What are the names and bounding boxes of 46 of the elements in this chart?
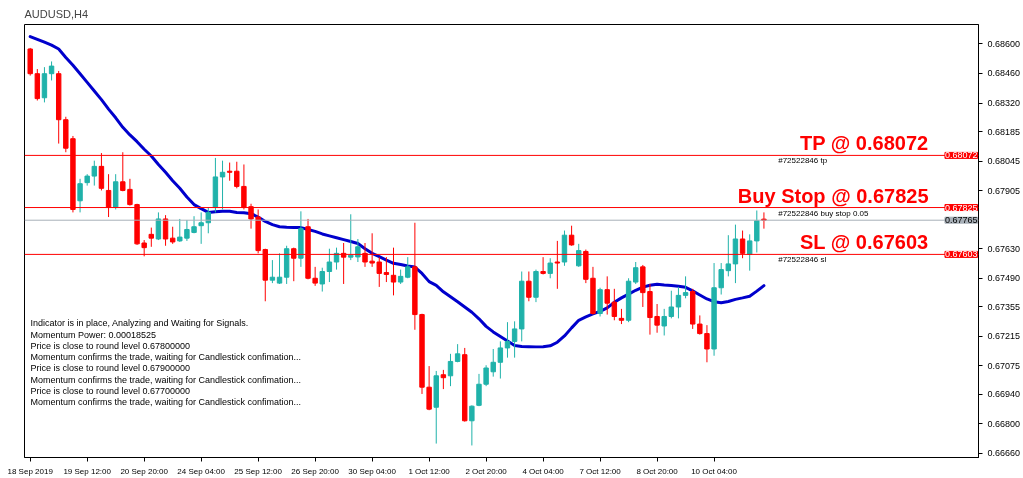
ref-line-label: 0.67765 (944, 215, 978, 226)
x-tick-label: 18 Sep 2019 (7, 466, 54, 476)
annotation: Price is close to round level 0.67800000 (30, 340, 191, 351)
x-tick-label: 20 Sep 20:00 (120, 466, 169, 476)
chart-title: AUDUSD,H4 (24, 7, 89, 20)
annotation: Momentum Power: 0.00018525 (30, 329, 157, 340)
annotation: Price is close to round level 0.67900000 (30, 363, 191, 374)
x-tick-label: 26 Sep 20:00 (291, 466, 340, 476)
y-tick-label: 0.67630 (987, 243, 1021, 254)
annotation: Momentum confirms the trade, waiting for Candlestick confimation... (30, 352, 302, 363)
y-tick-label: 0.66800 (987, 418, 1021, 429)
x-tick-label: 10 Oct 04:00 (691, 466, 738, 476)
y-tick-label: 0.66940 (987, 389, 1021, 400)
x-tick-label: 24 Sep 04:00 (177, 466, 226, 476)
x-tick-label: 8 Oct 20:00 (636, 466, 679, 476)
y-tick-label: 0.68185 (987, 126, 1021, 137)
y-tick-label: 0.67215 (987, 331, 1021, 342)
y-tick-label: 0.68320 (987, 98, 1021, 109)
ref-line-label: 0.67603 (944, 249, 978, 260)
annotation: Price is close to round level 0.67700000 (30, 385, 191, 396)
y-tick-label: 0.67355 (987, 301, 1021, 312)
y-tick-label: 0.66660 (987, 448, 1021, 459)
ref-line-label: 0.67825 (944, 202, 978, 213)
y-tick-label: 0.68045 (987, 156, 1021, 167)
annotation: #72522846 sl (778, 255, 827, 265)
annotation: TP @ 0.68072 (800, 132, 929, 155)
annotation: Momentum confirms the trade, waiting for Candlestick confimation... (30, 397, 302, 408)
y-tick-label: 0.67490 (987, 273, 1021, 284)
y-tick-label: 0.68460 (987, 68, 1021, 79)
y-tick-label: 0.68600 (987, 38, 1021, 49)
annotation: Buy Stop @ 0.67825 (737, 184, 929, 207)
annotation: Indicator is in place, Analyzing and Waiting for Signals. (30, 318, 249, 329)
x-tick-label: 2 Oct 20:00 (465, 466, 508, 476)
annotation: #72522846 buy stop 0.05 (778, 208, 870, 218)
ref-line-label: 0.68072 (944, 150, 978, 161)
x-tick-label: 25 Sep 12:00 (234, 466, 283, 476)
x-tick-label: 4 Oct 04:00 (522, 466, 565, 476)
annotation: #72522846 tp (778, 156, 828, 166)
x-tick-label: 7 Oct 12:00 (579, 466, 622, 476)
annotation: SL @ 0.67603 (800, 231, 929, 254)
y-tick-label: 0.67075 (987, 360, 1021, 371)
x-tick-label: 30 Sep 04:00 (348, 466, 397, 476)
x-tick-label: 19 Sep 12:00 (63, 466, 112, 476)
x-tick-label: 1 Oct 12:00 (408, 466, 451, 476)
y-tick-label: 0.67905 (987, 185, 1021, 196)
annotation: Momentum confirms the trade, waiting for Candlestick confimation... (30, 374, 302, 385)
